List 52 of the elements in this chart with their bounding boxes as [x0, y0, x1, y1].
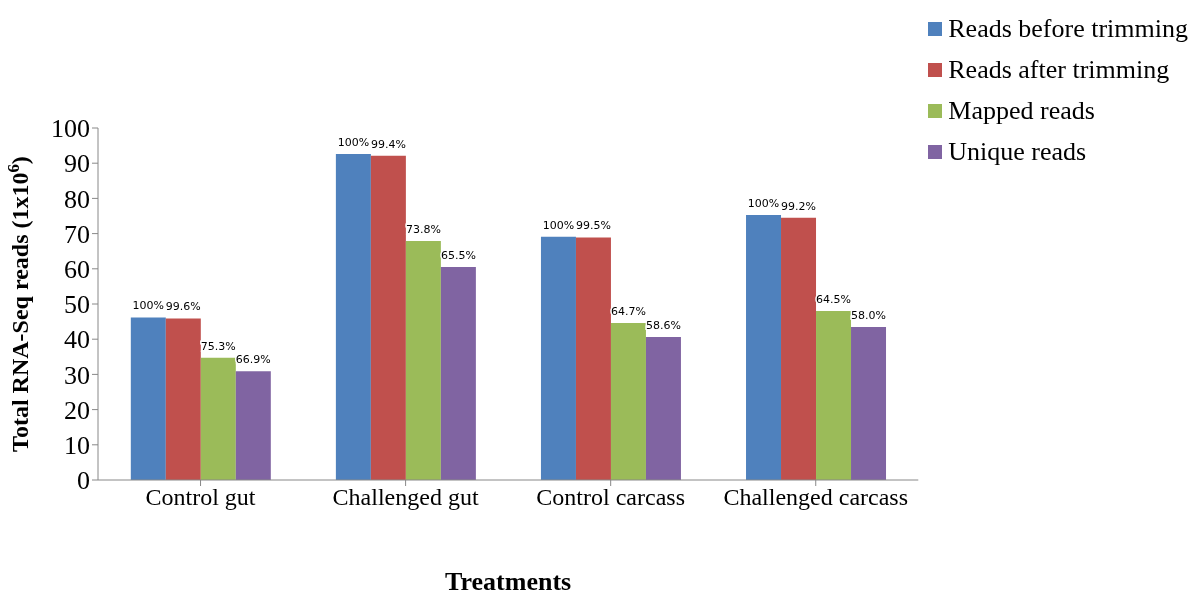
bar	[165, 318, 201, 480]
bar	[781, 217, 817, 480]
annotation: 75.3%	[200, 339, 236, 353]
x-tick-label: Challenged gut	[332, 484, 479, 511]
x-axis-title: Treatments	[445, 567, 572, 596]
y-tick-label: 100	[51, 114, 90, 144]
bar	[370, 155, 406, 480]
annotation: 65.5%	[440, 249, 476, 263]
bar	[235, 371, 271, 480]
annotation: 99.2%	[781, 199, 816, 213]
legend-label: Unique reads	[947, 136, 1088, 168]
bar	[746, 214, 782, 480]
annotation: 99.6%	[165, 300, 201, 314]
annotation: 58.0%	[851, 308, 886, 322]
y-tick-label: 10	[64, 431, 90, 461]
y-tick-label: 80	[64, 184, 90, 214]
y-tick-label: 30	[64, 360, 90, 390]
bar	[575, 237, 611, 480]
x-tick-label: Control gut	[145, 484, 256, 511]
y-tick-label: 90	[64, 149, 90, 179]
annotation: 64.5%	[816, 293, 851, 307]
bar	[405, 240, 441, 480]
bar	[335, 154, 371, 480]
bar	[851, 326, 887, 480]
bar	[645, 337, 681, 480]
annotation: 99.4%	[370, 137, 406, 151]
bar	[540, 236, 576, 480]
y-tick-label: 60	[64, 255, 90, 285]
annotation: 66.9%	[235, 353, 271, 367]
annotation: 58.6%	[645, 319, 681, 333]
legend-label: Mapped reads	[947, 95, 1096, 127]
bar	[130, 317, 166, 480]
annotation: 73.8%	[405, 222, 441, 236]
legend-label: Reads after trimming	[947, 54, 1171, 86]
legend-label: Reads before trimming	[947, 13, 1188, 45]
bar	[440, 267, 476, 480]
y-tick-label: 40	[64, 325, 90, 355]
y-tick-label: 70	[64, 219, 90, 249]
annotation: 99.5%	[575, 219, 611, 233]
y-tick-label: 0	[77, 466, 90, 496]
annotation: 100%	[542, 218, 575, 232]
annotation: 100%	[337, 136, 370, 150]
annotation: 100%	[747, 196, 780, 210]
y-tick-label: 50	[64, 290, 90, 320]
bar	[816, 311, 852, 480]
bar	[200, 357, 236, 480]
x-tick-label: Control carcass	[536, 484, 685, 511]
annotation: 100%	[132, 299, 165, 313]
x-tick-label: Challenged carcass	[723, 484, 909, 511]
annotation: 64.7%	[610, 305, 646, 319]
y-tick-label: 20	[64, 395, 90, 425]
bar	[610, 323, 646, 480]
